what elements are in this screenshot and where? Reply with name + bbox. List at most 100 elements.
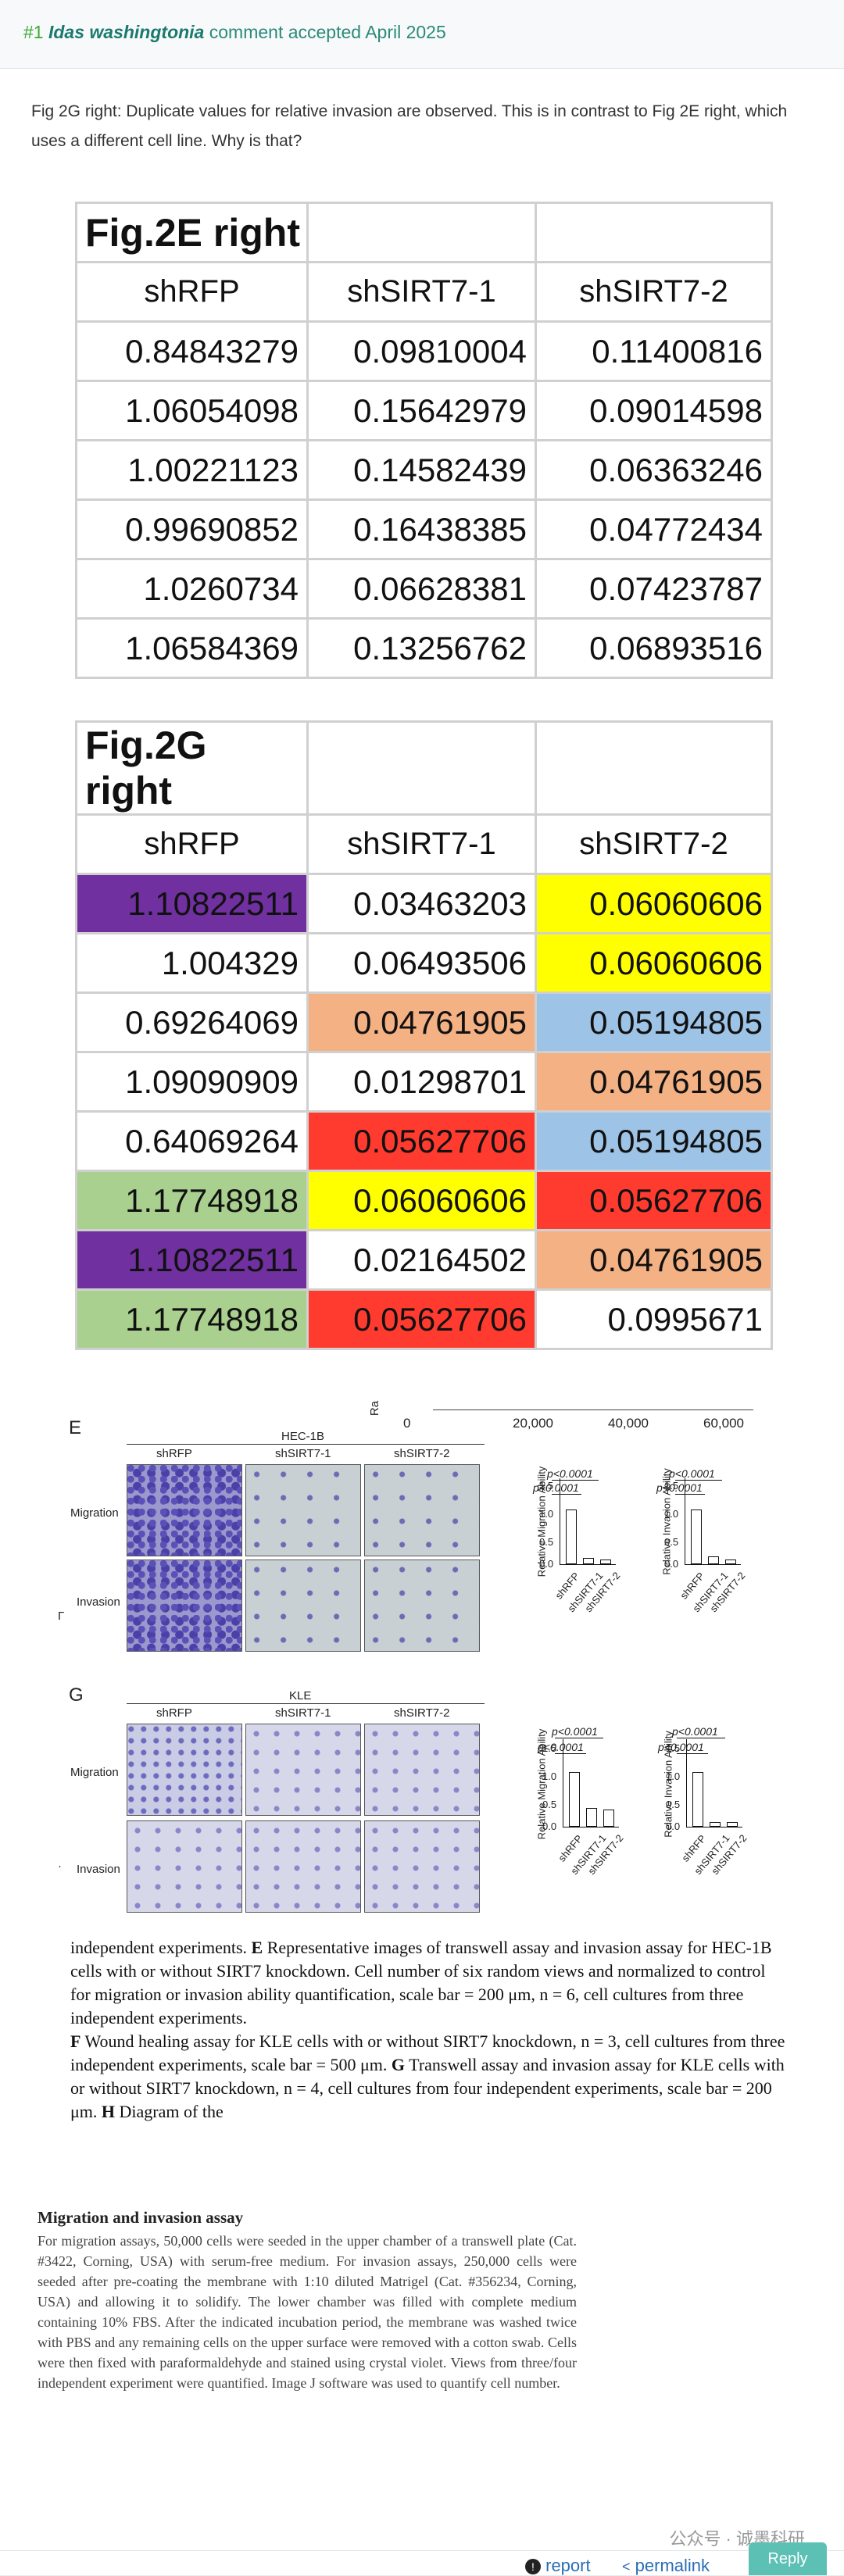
x-axis [685,1564,741,1565]
legend-part: independent experiments. [70,1938,252,1957]
bar [566,1510,577,1564]
table-cell: 1.00221123 [75,439,309,501]
table-cell: 0.04772434 [535,498,773,560]
column-header: shSIRT7-1 [306,261,537,323]
table-cell: 0.06363246 [535,439,773,501]
y-tick: 1.0 [539,1508,554,1520]
y-tick: 1.5 [539,1480,554,1492]
sig-bracket [552,1494,581,1495]
top-axis-tick: 20,000 [513,1416,553,1431]
table-fig2g-right: Fig.2G right shRFP shSIRT7-1 shSIRT7-2 1… [75,720,773,1350]
methods-body: For migration assays, 50,000 cells were … [38,2233,577,2391]
table-cell: 1.10822511 [75,873,309,934]
top-axis-line [433,1409,753,1410]
comment-status: comment accepted April 2025 [209,22,446,42]
comment-text: Fig 2G right: Duplicate values for relat… [31,102,788,150]
y-tick: 0.0 [666,1820,681,1832]
table-row: 0.64069264 0.05627706 0.05194805 [75,1110,773,1172]
top-axis-tick: 60,000 [703,1416,744,1431]
table-cell: 0.06060606 [306,1170,537,1231]
p-value: p<0.0001 [552,1725,598,1738]
comment-meta: #1 Idas washingtonia comment accepted Ap… [23,22,446,43]
side-mark: Γ [58,1610,65,1623]
legend-letter: H [101,2102,116,2121]
table-cell: 0.09810004 [306,320,537,382]
table-cell: 0.06493506 [306,932,537,994]
p-value: p<0.0001 [538,1741,584,1753]
x-axis [560,1564,616,1565]
side-mark: · [58,1860,62,1873]
figure-2-image: Ra 0 20,000 40,000 60,000 E HEC-1B shRFP… [55,1399,789,1930]
bar [692,1772,703,1827]
figure-legend: independent experiments. E Representativ… [70,1936,789,2124]
table-cell: 0.84843279 [75,320,309,382]
table-cell: 0.11400816 [535,320,773,382]
reply-button[interactable]: Reply [749,2542,827,2575]
table-row: 1.004329 0.06493506 0.06060606 [75,932,773,994]
legend-part: Representative images of transwell assay… [70,1938,772,2028]
table-cell: 0.09014598 [535,380,773,441]
y-tick: 0.5 [542,1799,557,1810]
table-cell: 0.07423787 [535,558,773,620]
table-cell: 0.03463203 [306,873,537,934]
permalink-label: permalink [635,2556,710,2575]
table-fig2e-right: Fig.2E right shRFP shSIRT7-1 shSIRT7-2 0… [75,202,773,679]
table-cell: 1.10822511 [75,1229,309,1291]
micrograph [245,1724,361,1816]
table-row: 1.06054098 0.15642979 0.09014598 [75,380,773,441]
column-label: shRFP [156,1706,192,1720]
micrograph [364,1464,480,1556]
table-cell: 1.17748918 [75,1288,309,1350]
table-row: 1.00221123 0.14582439 0.06363246 [75,439,773,501]
row-label: Migration [70,1506,119,1520]
column-label: shSIRT7-1 [275,1447,331,1460]
y-tick: 1.0 [664,1508,679,1520]
column-label: shSIRT7-2 [394,1447,450,1460]
micrograph [364,1560,480,1652]
permalink-link[interactable]: < permalink [622,2556,710,2576]
comment-number[interactable]: #1 [23,22,44,42]
column-header: shRFP [75,813,309,875]
column-header: shSIRT7-1 [306,813,537,875]
column-header: shRFP [75,261,309,323]
row-label: Invasion [77,1863,120,1876]
table-cell: 0.02164502 [306,1229,537,1291]
table-row: 1.06584369 0.13256762 0.06893516 [75,617,773,679]
table-cell: 0.13256762 [306,617,537,679]
y-tick: 1.0 [666,1770,681,1782]
y-tick: 0.5 [664,1536,679,1548]
bar [583,1558,594,1564]
legend-letter: E [251,1938,263,1957]
cell-line-label: KLE [289,1689,312,1702]
y-tick: 0.0 [542,1820,557,1832]
table-cell: 0.06060606 [535,932,773,994]
table-cell: 0.01298701 [306,1051,537,1113]
table-cell: 0.05194805 [535,1110,773,1172]
y-tick: 1.0 [542,1770,557,1782]
methods-title: Migration and invasion assay [38,2208,244,2227]
table-cell: 0.05627706 [306,1288,537,1350]
top-axis-tick: 40,000 [608,1416,649,1431]
sig-bracket [552,1480,599,1481]
table-cell: 0.69264069 [75,991,309,1053]
p-value: p<0.0001 [672,1725,718,1738]
bar [708,1556,719,1564]
table-row: 0.99690852 0.16438385 0.04772434 [75,498,773,560]
micrograph [364,1724,480,1816]
table-cell: 1.06584369 [75,617,309,679]
table-title: Fig.2E right [75,202,309,263]
comment-footer: ! report < permalink [0,2550,844,2575]
comment-author[interactable]: Idas washingtonia [48,22,205,42]
table-row: 1.09090909 0.01298701 0.04761905 [75,1051,773,1113]
p-value: p<0.0001 [669,1467,715,1480]
p-value: p<0.0001 [547,1467,593,1480]
bar [710,1822,721,1827]
bar [725,1560,736,1564]
report-link[interactable]: ! report [525,2556,591,2576]
y-tick: 0.0 [539,1558,554,1570]
report-label: report [545,2556,591,2575]
table-cell: 0.06060606 [535,873,773,934]
micrograph [245,1560,361,1652]
y-axis [686,1739,687,1827]
